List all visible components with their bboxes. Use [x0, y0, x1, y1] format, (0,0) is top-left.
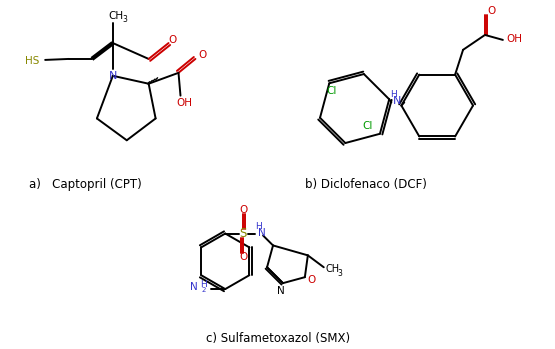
Text: N: N: [109, 71, 117, 81]
Text: H: H: [200, 280, 207, 289]
Text: CH: CH: [326, 264, 340, 274]
Text: b) Diclofenaco (DCF): b) Diclofenaco (DCF): [305, 178, 427, 191]
Text: OH: OH: [507, 34, 523, 44]
Text: O: O: [487, 6, 495, 16]
Text: N: N: [277, 286, 285, 296]
Text: Cl: Cl: [363, 121, 373, 131]
Text: S: S: [240, 227, 247, 240]
Text: Cl: Cl: [326, 86, 336, 96]
Text: 2: 2: [201, 287, 205, 293]
Text: O: O: [239, 252, 248, 262]
Text: CH: CH: [109, 11, 124, 21]
Text: H: H: [255, 222, 261, 231]
Text: N: N: [258, 228, 266, 238]
Text: H: H: [390, 90, 397, 99]
Text: c) Sulfametoxazol (SMX): c) Sulfametoxazol (SMX): [206, 332, 350, 345]
Text: O: O: [307, 275, 316, 285]
Text: a)   Captopril (CPT): a) Captopril (CPT): [29, 178, 142, 191]
Text: N: N: [393, 96, 402, 106]
Text: O: O: [239, 205, 248, 215]
Text: O: O: [168, 35, 176, 45]
Text: O: O: [198, 50, 206, 60]
Text: HS: HS: [26, 56, 39, 66]
Text: OH: OH: [176, 98, 193, 107]
Text: 3: 3: [123, 15, 128, 24]
Text: N: N: [190, 282, 198, 292]
Text: 3: 3: [337, 269, 342, 278]
